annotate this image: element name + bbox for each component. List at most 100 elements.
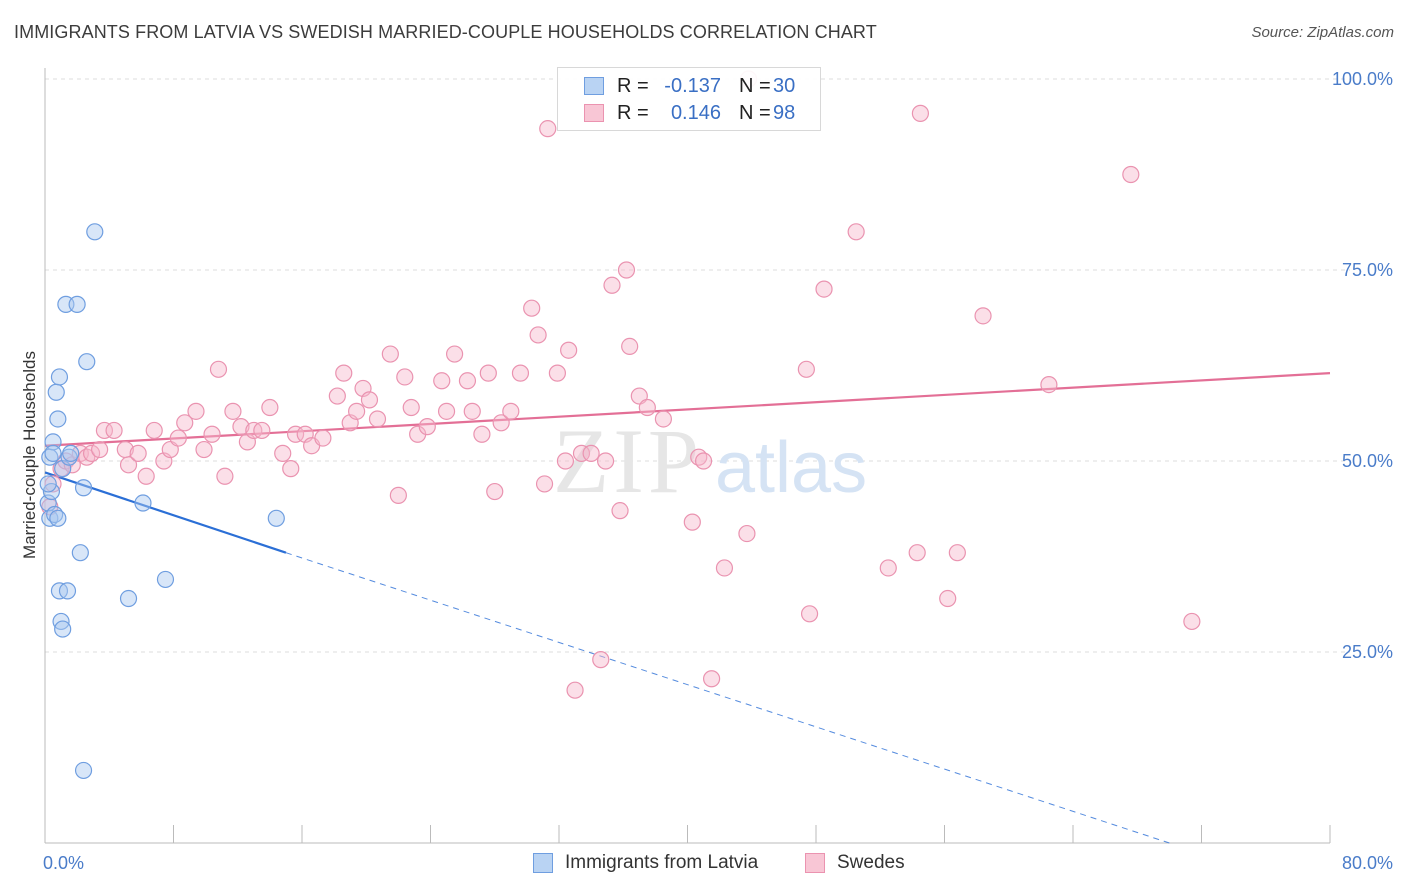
point-swedes [492, 414, 510, 432]
point-swedes [566, 681, 584, 699]
tick-labels: 25.0% 50.0% 75.0% 100.0% 0.0% 80.0% [43, 69, 1393, 873]
x-tick-label: 0.0% [43, 853, 84, 873]
point-swedes [847, 223, 865, 241]
chart-title: IMMIGRANTS FROM LATVIA VS SWEDISH MARRIE… [14, 22, 877, 42]
point-swedes [195, 440, 213, 459]
point-latvia [86, 223, 104, 241]
point-swedes [82, 444, 101, 462]
legend-swatch-blue [533, 853, 553, 873]
legend-swatch-pink [805, 853, 825, 873]
point-swedes [381, 345, 399, 363]
legend-swatch-pink [584, 104, 604, 122]
point-swedes [948, 544, 966, 562]
point-swedes [596, 452, 615, 470]
point-latvia [47, 383, 65, 401]
trend-line-swedes [44, 372, 1331, 447]
point-swedes [539, 120, 557, 138]
point-swedes [314, 429, 332, 447]
legend-swatch-blue [584, 77, 604, 95]
point-swedes [274, 444, 292, 462]
point-swedes [129, 444, 147, 462]
point-swedes [694, 452, 713, 470]
point-swedes [523, 299, 541, 317]
point-swedes [715, 559, 734, 577]
y-tick-label: 25.0% [1342, 642, 1393, 662]
point-swedes [232, 418, 250, 436]
legend-r-label: R = [617, 74, 649, 97]
point-latvia [49, 509, 67, 527]
point-swedes [800, 605, 819, 623]
point-latvia [62, 444, 80, 462]
point-swedes [738, 524, 756, 543]
point-swedes [95, 421, 114, 440]
point-latvia [68, 295, 86, 313]
point-swedes [797, 360, 815, 378]
point-swedes [389, 486, 407, 504]
point-latvia [39, 475, 57, 493]
y-tick-label: 100.0% [1332, 69, 1393, 89]
legend-n-label: N = [739, 74, 771, 97]
point-swedes [582, 444, 600, 462]
legend-row-latvia: R = -0.137 N = 30 [584, 74, 795, 98]
series-legend: Immigrants from Latvia Swedes [0, 852, 1406, 878]
point-swedes [486, 482, 504, 501]
point-swedes [187, 402, 205, 420]
point-swedes [1040, 376, 1058, 394]
point-swedes [535, 475, 554, 493]
point-swedes [879, 559, 897, 577]
trend-line-latvia [44, 471, 287, 554]
point-swedes [328, 387, 346, 405]
legend-r-label: R = [617, 101, 649, 124]
point-swedes [502, 402, 520, 420]
point-swedes [437, 402, 456, 420]
point-swedes [91, 440, 109, 459]
point-latvia [134, 494, 152, 512]
legend-n-label: N = [739, 101, 771, 124]
point-swedes [815, 280, 833, 298]
point-swedes [556, 452, 575, 470]
point-swedes [603, 276, 621, 294]
point-swedes [702, 670, 721, 688]
point-swedes [335, 364, 353, 382]
point-latvia [49, 410, 67, 428]
point-swedes [282, 460, 300, 478]
point-latvia [71, 544, 89, 562]
legend-r-value: 0.146 [670, 101, 721, 124]
legend-n-value: 30 [773, 74, 796, 97]
legend-item-latvia[interactable]: Immigrants from Latvia [533, 852, 758, 874]
source-note: Source: ZipAtlas.com [1251, 24, 1394, 41]
point-swedes [119, 456, 138, 474]
point-swedes [1183, 612, 1201, 631]
y-tick-label: 50.0% [1342, 451, 1393, 471]
legend-item-swedes[interactable]: Swedes [805, 852, 905, 874]
point-swedes [621, 337, 639, 355]
point-latvia [78, 353, 96, 371]
point-swedes [224, 402, 242, 420]
point-swedes [203, 425, 221, 443]
point-latvia [74, 761, 93, 780]
point-latvia [54, 620, 72, 638]
point-swedes [463, 402, 481, 420]
legend-item-label: Swedes [837, 852, 905, 873]
data-points [39, 70, 1201, 780]
point-swedes [396, 368, 414, 386]
point-swedes [911, 104, 930, 122]
point-swedes [402, 398, 420, 417]
point-swedes [1122, 165, 1140, 184]
point-swedes [479, 364, 497, 382]
point-swedes [939, 589, 957, 608]
point-swedes [105, 421, 123, 440]
point-latvia [119, 589, 138, 608]
point-swedes [360, 391, 379, 409]
point-swedes [433, 372, 451, 390]
watermark-zip: ZIP [553, 410, 703, 512]
gridlines [45, 78, 1350, 653]
point-swedes [253, 421, 271, 440]
point-swedes [529, 326, 547, 344]
point-swedes [261, 398, 279, 417]
legend-item-label: Immigrants from Latvia [565, 852, 759, 873]
point-swedes [572, 444, 591, 462]
point-swedes [473, 425, 491, 443]
y-axis-label: Married-couple Households [20, 351, 39, 559]
point-swedes [169, 429, 187, 447]
